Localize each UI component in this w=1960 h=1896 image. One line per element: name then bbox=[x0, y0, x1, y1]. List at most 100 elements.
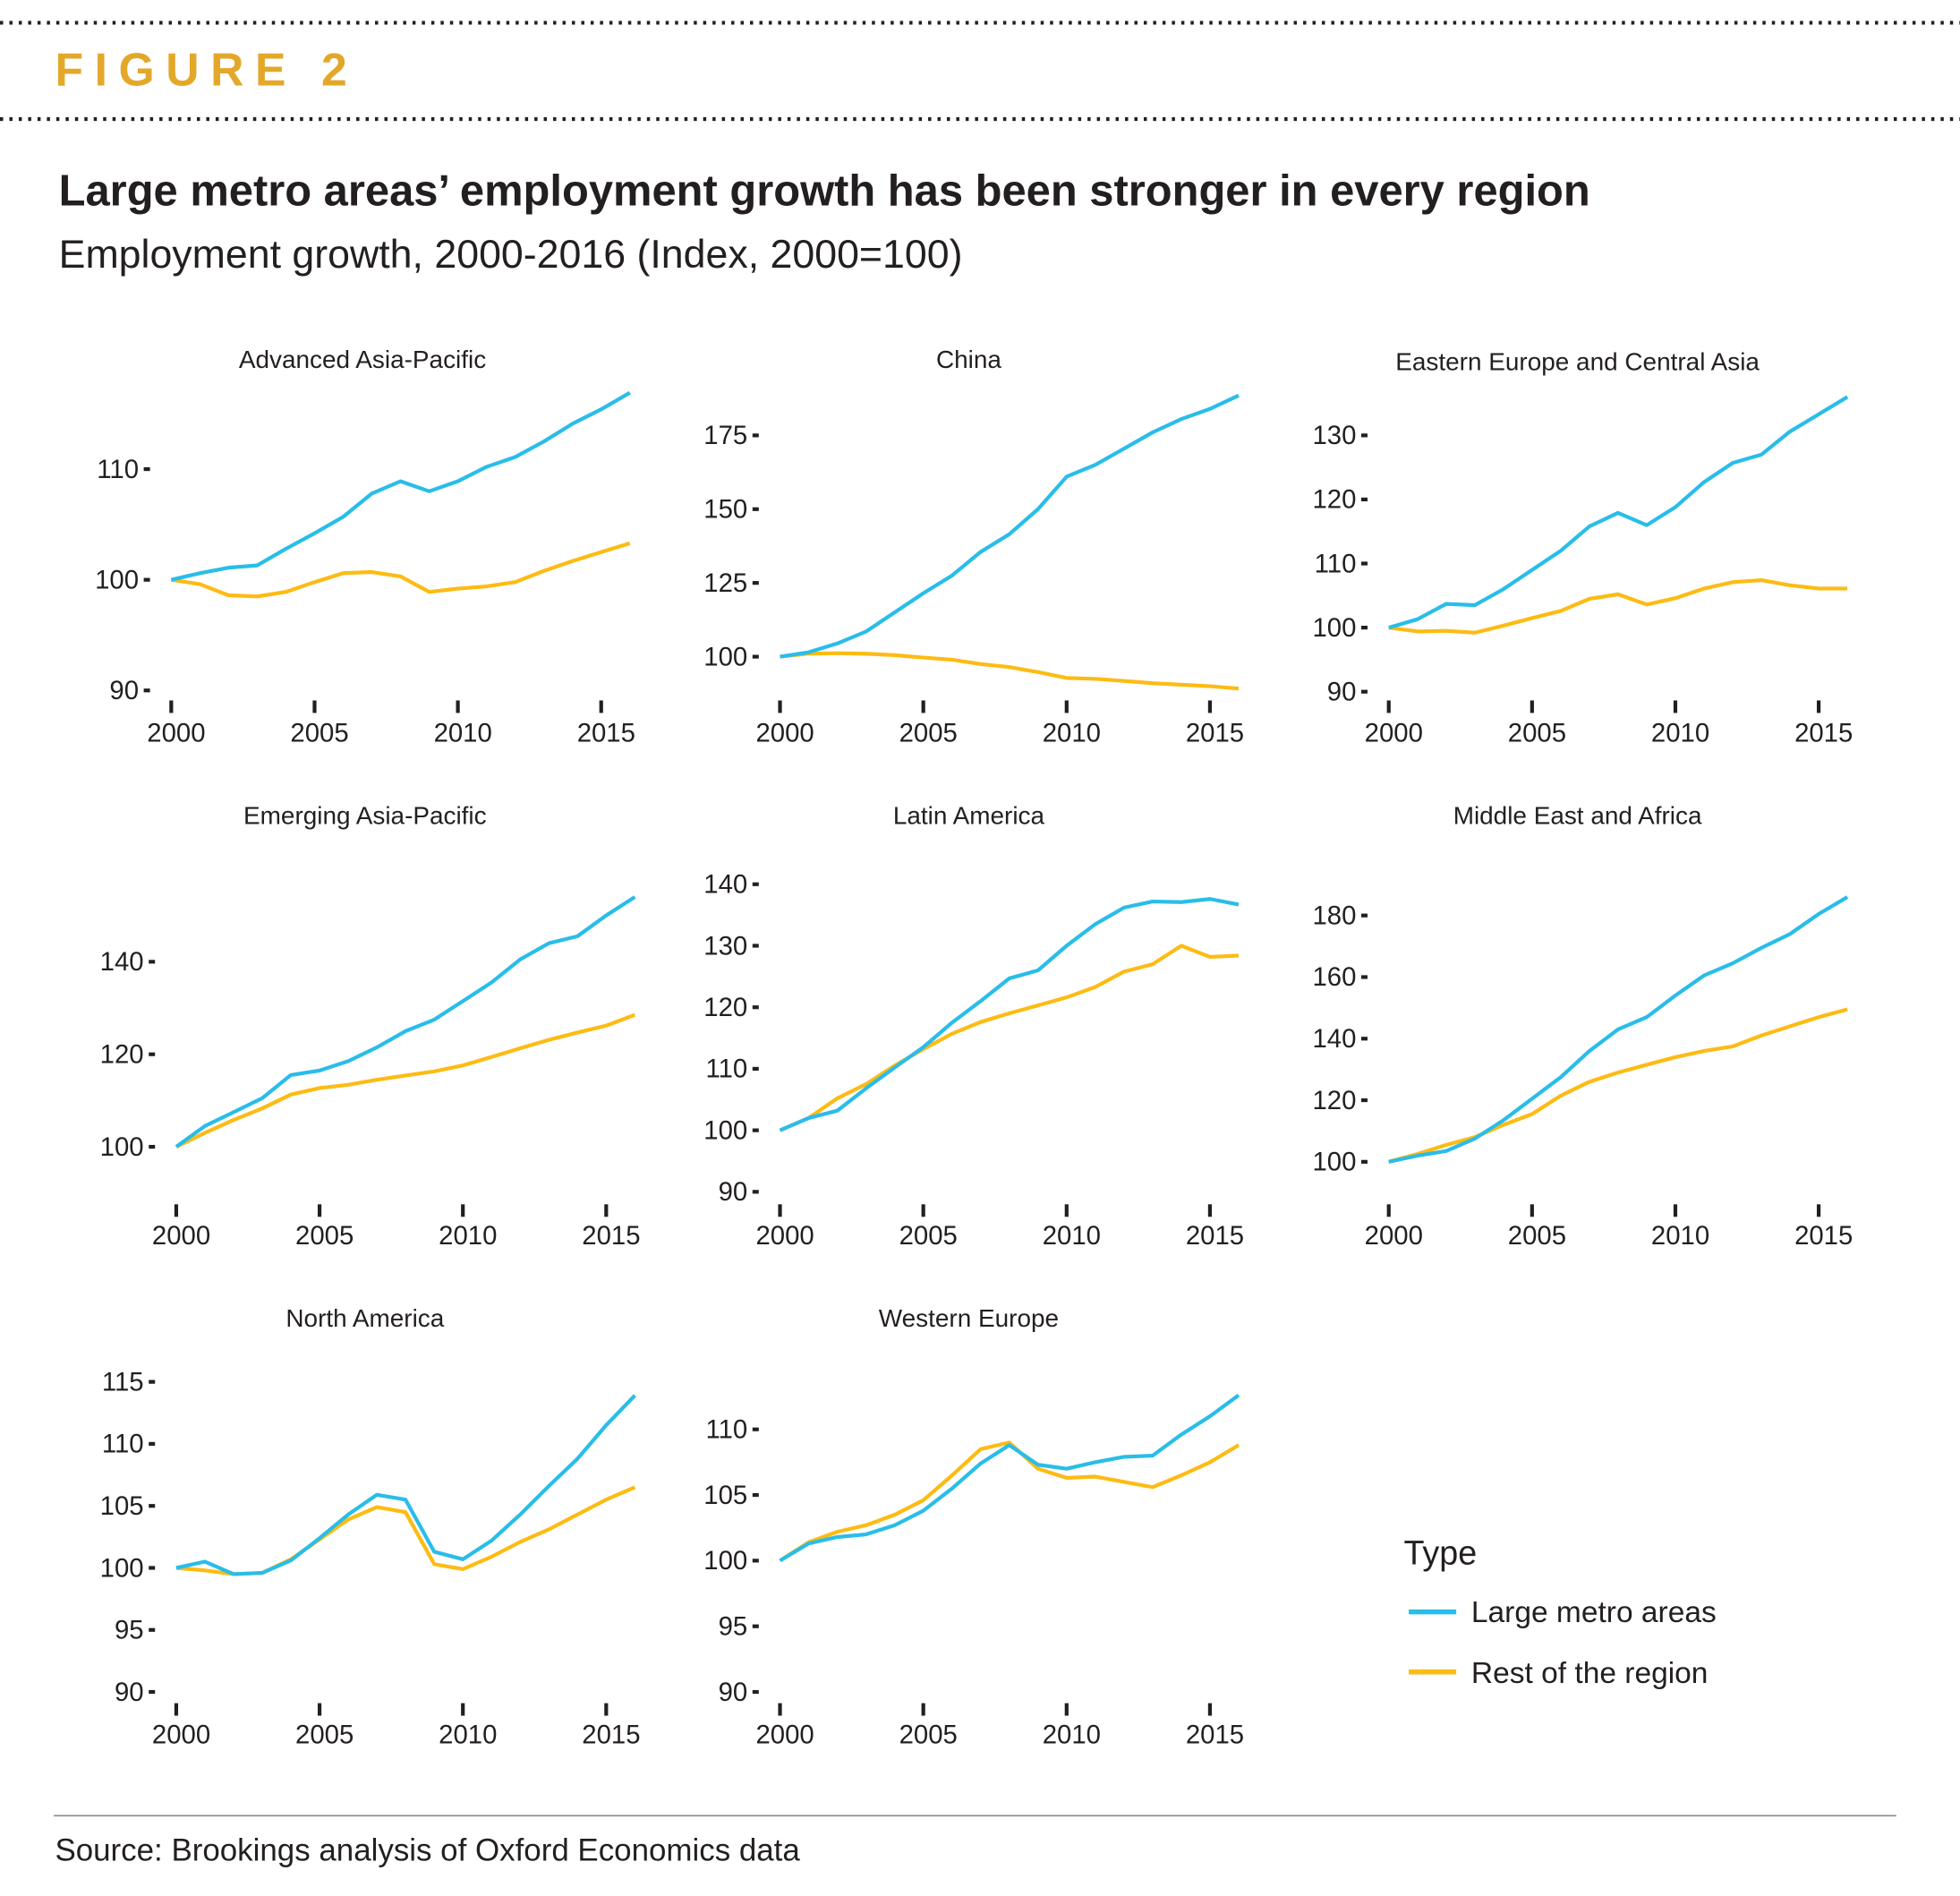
x-tick-mark bbox=[604, 1703, 609, 1716]
series-line-large-metro bbox=[170, 390, 631, 582]
series-line-rest bbox=[779, 1440, 1240, 1563]
y-tick-mark bbox=[752, 1624, 759, 1628]
y-tick-label: 90 bbox=[115, 1678, 144, 1707]
y-tick-mark bbox=[149, 1504, 156, 1508]
y-tick-mark bbox=[1360, 1097, 1368, 1103]
x-tick-mark bbox=[461, 1703, 465, 1716]
y-tick-mark bbox=[149, 1627, 156, 1632]
y-tick-mark bbox=[1360, 689, 1368, 694]
x-tick-mark bbox=[1207, 700, 1213, 713]
y-tick-label: 175 bbox=[703, 421, 747, 450]
y-tick-label: 100 bbox=[95, 565, 139, 594]
y-tick-mark bbox=[1360, 626, 1368, 630]
y-tick-mark bbox=[752, 1492, 759, 1498]
y-tick-label: 160 bbox=[1312, 962, 1356, 992]
series-line-large-metro bbox=[1388, 895, 1849, 1164]
x-tick-label: 2000 bbox=[755, 719, 814, 748]
y-tick-mark bbox=[149, 1566, 156, 1570]
x-tick-mark bbox=[1207, 1703, 1213, 1716]
y-tick-label: 100 bbox=[703, 1546, 747, 1576]
y-tick-label: 140 bbox=[100, 947, 144, 977]
y-tick-label: 95 bbox=[115, 1616, 144, 1645]
x-tick-label: 2000 bbox=[147, 719, 205, 748]
panel-title: China bbox=[936, 346, 1001, 373]
y-tick-label: 110 bbox=[705, 1415, 747, 1445]
y-tick-label: 95 bbox=[719, 1611, 748, 1641]
x-tick-mark bbox=[456, 700, 460, 713]
x-tick-label: 2010 bbox=[1043, 719, 1101, 748]
y-tick-mark bbox=[1360, 561, 1368, 566]
y-tick-mark bbox=[149, 960, 156, 964]
x-tick-mark bbox=[174, 1703, 179, 1716]
x-tick-mark bbox=[604, 1204, 609, 1217]
panel-title: Emerging Asia-Pacific bbox=[243, 802, 487, 830]
y-tick-mark bbox=[143, 577, 150, 582]
y-tick-label: 100 bbox=[100, 1553, 144, 1583]
y-tick-label: 90 bbox=[1327, 677, 1357, 706]
x-tick-mark bbox=[921, 1204, 925, 1217]
x-tick-mark bbox=[1530, 700, 1534, 713]
series-line-large-metro bbox=[780, 393, 1240, 659]
y-tick-label: 100 bbox=[1312, 613, 1356, 643]
y-tick-label: 110 bbox=[705, 1055, 747, 1084]
series-line-rest bbox=[171, 541, 631, 599]
panel-north-america: North America 90 95 100 105 110 115 2000 2005 201… bbox=[100, 1304, 641, 1749]
y-tick-label: 100 bbox=[1312, 1148, 1356, 1177]
x-tick-label: 2005 bbox=[899, 1221, 958, 1251]
x-tick-label: 2015 bbox=[1186, 719, 1244, 748]
panel-china: China 100 125 150 175 2000 2005 2010 2015 bbox=[703, 346, 1244, 748]
y-tick-mark bbox=[1360, 1159, 1368, 1164]
series-line-rest bbox=[175, 1012, 636, 1149]
panel-title: Eastern Europe and Central Asia bbox=[1395, 348, 1760, 376]
y-tick-mark bbox=[1360, 433, 1368, 438]
y-tick-label: 115 bbox=[102, 1367, 144, 1396]
y-tick-mark bbox=[1360, 975, 1368, 979]
panel-western-europe: Western Europe 90 95 100 105 110 2000 2005 2010 2… bbox=[703, 1304, 1244, 1749]
y-tick-label: 140 bbox=[703, 870, 747, 900]
legend-label-rest: Rest of the region bbox=[1471, 1657, 1709, 1690]
y-tick-mark bbox=[149, 1144, 156, 1149]
x-tick-label: 2005 bbox=[1508, 1221, 1566, 1251]
y-tick-mark bbox=[149, 1441, 156, 1447]
x-tick-mark bbox=[921, 700, 925, 713]
series-line-large-metro bbox=[1388, 395, 1849, 630]
panel-title: Western Europe bbox=[879, 1304, 1059, 1332]
x-tick-label: 2005 bbox=[899, 1720, 958, 1749]
x-tick-mark bbox=[312, 700, 317, 713]
y-tick-mark bbox=[143, 466, 150, 472]
y-tick-mark bbox=[752, 654, 759, 659]
panel-eastern-europe-and-central-asia: Eastern Europe and Central Asia 90 100 110 1… bbox=[1312, 348, 1853, 748]
x-tick-label: 2010 bbox=[434, 719, 492, 748]
panel-title: Advanced Asia-Pacific bbox=[239, 346, 486, 373]
panel-title: Middle East and Africa bbox=[1453, 802, 1702, 830]
x-tick-label: 2000 bbox=[755, 1221, 814, 1251]
x-tick-mark bbox=[461, 1204, 465, 1217]
x-tick-label: 2015 bbox=[577, 719, 635, 748]
y-tick-mark bbox=[752, 507, 759, 511]
x-tick-mark bbox=[1064, 700, 1069, 713]
panel-latin-america: Latin America 90 100 110 120 130 140 2000 2005 20… bbox=[703, 802, 1244, 1251]
y-tick-label: 105 bbox=[703, 1481, 747, 1510]
x-tick-mark bbox=[1064, 1703, 1069, 1716]
y-tick-label: 180 bbox=[1312, 901, 1356, 930]
y-tick-mark bbox=[752, 882, 759, 886]
y-tick-mark bbox=[149, 1379, 156, 1384]
x-tick-mark bbox=[1673, 700, 1678, 713]
x-tick-mark bbox=[778, 1703, 782, 1716]
y-tick-mark bbox=[752, 1427, 759, 1431]
x-tick-mark bbox=[1386, 1204, 1391, 1217]
x-tick-mark bbox=[778, 1204, 782, 1217]
chart-subtitle: Employment growth, 2000-2016 (Index, 200… bbox=[59, 233, 963, 277]
legend-title: Type bbox=[1403, 1534, 1477, 1572]
x-tick-label: 2000 bbox=[1365, 1221, 1423, 1251]
series-line-rest bbox=[779, 944, 1240, 1132]
y-tick-mark bbox=[1360, 913, 1368, 918]
y-tick-label: 90 bbox=[719, 1678, 748, 1707]
y-tick-label: 120 bbox=[100, 1039, 144, 1069]
y-tick-label: 110 bbox=[1315, 549, 1357, 578]
x-tick-mark bbox=[1530, 1204, 1534, 1217]
y-tick-mark bbox=[1360, 1037, 1368, 1041]
x-tick-label: 2010 bbox=[439, 1720, 497, 1749]
x-tick-label: 2015 bbox=[1186, 1221, 1244, 1251]
